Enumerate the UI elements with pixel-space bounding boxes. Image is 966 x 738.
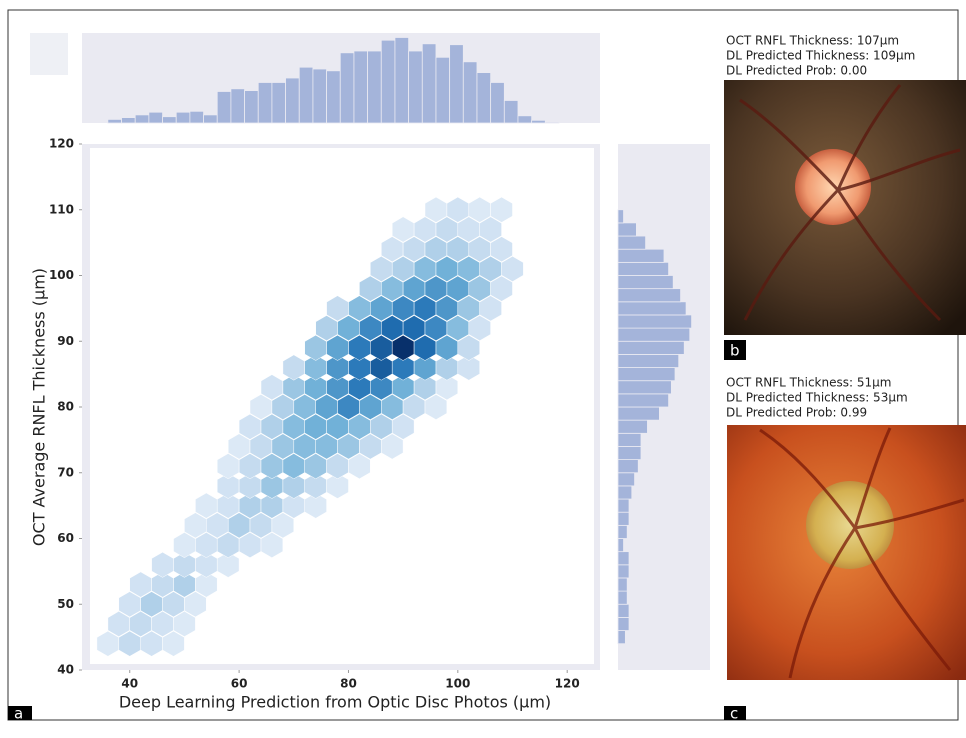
histogram-bar (618, 539, 624, 552)
info-line: DL Predicted Thickness: 109µm (726, 49, 915, 63)
x-tick-label: 40 (121, 677, 138, 691)
y-tick-label: 40 (57, 663, 74, 677)
histogram-bar (176, 112, 190, 123)
histogram-bar (381, 40, 395, 123)
histogram-bar (395, 38, 409, 124)
histogram-bar (231, 89, 245, 123)
panel-label: a (14, 705, 23, 723)
histogram-bar (149, 112, 163, 123)
histogram-bar (618, 446, 641, 459)
histogram-bar (190, 111, 204, 123)
histogram-bar (618, 512, 629, 525)
histogram-bar (618, 617, 629, 630)
histogram-bar (618, 368, 675, 381)
histogram-bar (204, 115, 218, 123)
info-line: DL Predicted Thickness: 53µm (726, 391, 908, 405)
histogram-bar (618, 460, 638, 473)
histogram-bar (327, 71, 341, 123)
histogram-bar (245, 91, 259, 123)
x-axis-label: Deep Learning Prediction from Optic Disc… (119, 693, 551, 712)
histogram-bar (450, 45, 464, 123)
y-tick-label: 80 (57, 400, 74, 414)
info-line: OCT RNFL Thickness: 107µm (726, 34, 899, 48)
info-line: OCT RNFL Thickness: 51µm (726, 376, 891, 390)
histogram-bar (618, 591, 627, 604)
histogram-bar (618, 262, 669, 275)
histogram-bar (518, 116, 532, 123)
y-tick-label: 100 (49, 268, 74, 282)
y-tick-label: 120 (49, 137, 74, 151)
histogram-bar (618, 578, 627, 591)
histogram-bar (217, 92, 231, 124)
histogram-bar (618, 302, 686, 315)
histogram-bar (618, 210, 624, 223)
histogram-bar (258, 83, 272, 124)
histogram-bar (618, 223, 636, 236)
histogram-bar (108, 119, 122, 123)
histogram-bar (618, 631, 625, 644)
fundus-photo (724, 80, 966, 335)
histogram-bar (299, 67, 313, 123)
fundus-photo (727, 425, 966, 680)
y-axis-label: OCT Average RNFL Thickness (µm) (30, 268, 49, 546)
histogram-bar (618, 420, 647, 433)
figure: 40 60 80 100 120 40 50 60 70 80 90 100 110 120 Deep L… (0, 0, 966, 738)
histogram-bar (436, 57, 450, 123)
histogram-bar (618, 354, 679, 367)
histogram-bar (122, 118, 136, 123)
panel-label: b (730, 342, 740, 360)
y-tick-label: 90 (57, 334, 74, 348)
histogram-bar (135, 115, 149, 123)
histogram-bar (340, 53, 354, 123)
histogram-bar (286, 78, 300, 123)
histogram-bar (618, 381, 671, 394)
histogram-bar (491, 83, 505, 124)
histogram-bar (618, 433, 641, 446)
x-tick-label: 100 (445, 677, 470, 691)
y-tick-label: 60 (57, 531, 74, 545)
plots: 40 60 80 100 120 40 50 60 70 80 90 100 110 120 (49, 33, 710, 691)
y-tick-label: 50 (57, 597, 74, 611)
x-tick-label: 60 (231, 677, 248, 691)
histogram-bar (618, 486, 632, 499)
histogram-bar (618, 394, 669, 407)
histogram-bar (545, 122, 559, 123)
x-tick-label: 120 (555, 677, 580, 691)
histogram-bar (618, 315, 692, 328)
histogram-bar (422, 44, 436, 123)
histogram-bar (618, 341, 684, 354)
histogram-bar (618, 276, 673, 289)
y-tick-label: 70 (57, 465, 74, 479)
histogram-bar (618, 565, 629, 578)
histogram-bar (618, 473, 635, 486)
histogram-bar (618, 552, 629, 565)
panel-label: c (730, 705, 738, 723)
histogram-bar (354, 51, 368, 123)
histogram-bar (618, 525, 627, 538)
histogram-bar (618, 499, 629, 512)
histogram-bar (163, 117, 177, 123)
corner-fill (30, 33, 68, 75)
histogram-bar (618, 407, 659, 420)
info-line: DL Predicted Prob: 0.99 (726, 406, 867, 420)
x-tick-label: 80 (340, 677, 357, 691)
info-line: DL Predicted Prob: 0.00 (726, 64, 867, 78)
histogram-bar (532, 120, 546, 123)
histogram-bar (368, 51, 382, 123)
histogram-bar (272, 83, 286, 124)
histogram-bar (477, 73, 491, 123)
histogram-bar (313, 69, 327, 123)
histogram-bar (409, 51, 423, 123)
histogram-bar (463, 62, 477, 123)
histogram-bar (618, 289, 681, 302)
histogram-bar (618, 328, 690, 341)
y-tick-label: 110 (49, 202, 74, 216)
histogram-bar (618, 249, 664, 262)
histogram-bar (618, 236, 646, 249)
histogram-bar (504, 101, 518, 124)
histogram-bar (618, 604, 629, 617)
